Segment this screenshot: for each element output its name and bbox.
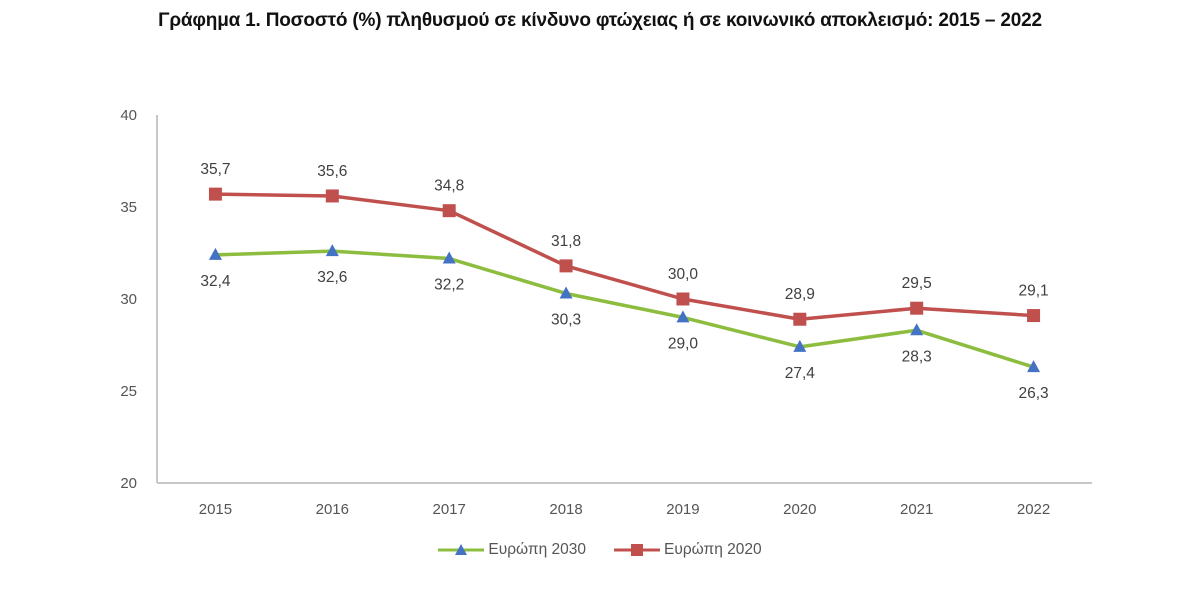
legend-item-europe-2020[interactable]: Ευρώπη 2020 — [614, 541, 762, 559]
data-label: 32,2 — [434, 277, 464, 294]
series-group: 32,4 32,6 32,2 30,3 29,0 27,4 28,3 26,3 35,7 35,6… — [200, 161, 1048, 402]
legend: Ευρώπη 2030 Ευρώπη 2020 — [0, 541, 1200, 559]
x-tick-label: 2017 — [433, 501, 466, 518]
legend-item-europe-2030[interactable]: Ευρώπη 2030 — [438, 541, 586, 559]
data-point-triangle[interactable] — [1027, 360, 1041, 373]
legend-label: Ευρώπη 2030 — [488, 541, 586, 558]
data-label: 29,1 — [1018, 283, 1048, 300]
data-label: 28,9 — [785, 286, 815, 303]
x-tick-label: 2021 — [900, 501, 933, 518]
y-tick-label: 35 — [120, 199, 137, 216]
data-point-square[interactable] — [910, 301, 924, 315]
square-marker-icon — [614, 544, 660, 556]
data-label: 32,6 — [317, 269, 347, 286]
data-label: 34,8 — [434, 178, 464, 195]
data-label: 35,6 — [317, 163, 347, 180]
data-point-square[interactable] — [676, 292, 690, 306]
data-label: 28,3 — [902, 348, 932, 365]
data-label: 31,8 — [551, 233, 581, 250]
triangle-marker-icon — [438, 544, 485, 555]
series-line — [215, 249, 1035, 369]
data-point-triangle[interactable] — [325, 244, 339, 257]
y-tick-label: 20 — [120, 475, 137, 492]
series-europe-2020: 35,7 35,6 34,8 31,8 30,0 28,9 29,5 29,1 — [200, 161, 1049, 326]
x-tick-label: 2020 — [783, 501, 816, 518]
x-tick-label: 2022 — [1017, 501, 1050, 518]
data-label: 29,5 — [902, 275, 932, 292]
y-tick-label: 30 — [120, 291, 137, 308]
data-point-square[interactable] — [559, 259, 573, 273]
data-point-square[interactable] — [208, 187, 222, 201]
data-label: 32,4 — [200, 273, 231, 290]
data-label: 29,0 — [668, 335, 699, 352]
data-label: 27,4 — [785, 365, 816, 382]
data-point-triangle[interactable] — [559, 286, 573, 299]
data-point-square[interactable] — [793, 312, 807, 326]
y-tick-label: 25 — [120, 383, 137, 400]
series-europe-2030: 32,4 32,6 32,2 30,3 29,0 27,4 28,3 26,3 — [200, 244, 1049, 402]
chart-title: Γράφημα 1. Ποσοστό (%) πληθυσμού σε κίνδ… — [158, 10, 1042, 31]
x-tick-label: 2018 — [549, 501, 582, 518]
data-point-triangle[interactable] — [442, 251, 456, 264]
data-point-triangle[interactable] — [208, 247, 222, 260]
series-line — [215, 192, 1034, 321]
data-point-square[interactable] — [442, 204, 456, 218]
x-tick-label: 2016 — [316, 501, 349, 518]
y-tick-label: 40 — [120, 107, 137, 124]
x-tick-label: 2019 — [666, 501, 699, 518]
data-label: 30,3 — [551, 311, 581, 328]
data-label: 35,7 — [200, 161, 230, 178]
data-point-triangle[interactable] — [793, 339, 807, 352]
axes: 20 25 30 35 40 2015 2016 2017 2018 2019 2020 2021 20… — [120, 107, 1092, 518]
data-point-triangle[interactable] — [910, 323, 924, 336]
data-point-square[interactable] — [1027, 309, 1041, 323]
data-label: 30,0 — [668, 266, 699, 283]
data-point-triangle[interactable] — [676, 310, 690, 323]
data-point-square[interactable] — [325, 189, 339, 203]
data-label: 26,3 — [1018, 385, 1048, 402]
x-tick-label: 2015 — [199, 501, 232, 518]
legend-label: Ευρώπη 2020 — [664, 541, 762, 558]
